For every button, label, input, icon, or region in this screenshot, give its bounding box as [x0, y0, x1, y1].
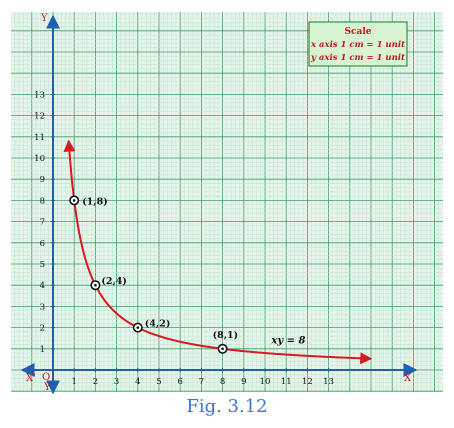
- x-tick-label: 2: [93, 377, 98, 387]
- data-point-center: [72, 199, 76, 202]
- scale-x-line: x axis 1 cm = 1 unit: [310, 40, 405, 50]
- y-tick-label: 13: [34, 90, 45, 100]
- y-tick-label: 5: [40, 260, 45, 270]
- x-neg-axis-label: X': [26, 373, 36, 384]
- y-tick-label: 7: [40, 218, 45, 228]
- x-tick-label: 9: [241, 377, 246, 387]
- x-tick-label: 4: [135, 377, 140, 387]
- x-tick-label: 8: [220, 377, 225, 387]
- scale-box: Scale x axis 1 cm = 1 unit y axis 1 cm =…: [308, 21, 408, 67]
- y-tick-label: 3: [40, 302, 45, 312]
- y-tick-label: 6: [40, 239, 45, 249]
- data-point-label: (4,2): [145, 319, 171, 330]
- x-tick-label: 12: [302, 377, 313, 387]
- x-tick-label: 3: [114, 377, 119, 387]
- x-tick-label: 6: [177, 377, 182, 387]
- scale-title: Scale: [345, 27, 372, 37]
- y-tick-label: 11: [34, 133, 45, 143]
- y-tick-label: 2: [40, 324, 45, 334]
- y-tick-label: 10: [34, 154, 45, 164]
- y-tick-label: 8: [40, 196, 45, 206]
- y-tick-label: 4: [40, 281, 45, 291]
- data-point-label: (2,4): [101, 276, 127, 287]
- y-neg-axis-label: Y': [43, 382, 53, 393]
- hyperbola-curve: [63, 139, 373, 365]
- y-tick-label: 12: [34, 112, 45, 122]
- x-tick-labels: 1 2 3 4 5 6 7 8 9 10 11 12 13: [71, 368, 334, 387]
- y-axis-label: Y: [40, 13, 48, 24]
- y-tick-label: 9: [40, 175, 45, 185]
- x-tick-label: 5: [156, 377, 161, 387]
- y-tick-label: 1: [40, 345, 45, 355]
- data-point-center: [94, 283, 97, 287]
- origin-label: O: [42, 372, 50, 383]
- x-tick-label: 10: [260, 377, 271, 387]
- equation-label: xy = 8: [270, 336, 305, 347]
- scale-y-line: y axis 1 cm = 1 unit: [310, 53, 405, 63]
- data-points: (1,8) (2,4) (4,2) (8,1): [69, 195, 239, 354]
- figure-caption: Fig. 3.12: [186, 396, 268, 417]
- x-tick-label: 13: [323, 377, 334, 387]
- x-axis-label: X: [404, 373, 412, 384]
- data-point-center: [136, 326, 140, 329]
- data-point-label: (1,8): [82, 196, 108, 207]
- x-tick-label: 7: [199, 377, 204, 387]
- x-tick-label: 1: [71, 377, 76, 387]
- data-point-label: (8,1): [213, 330, 239, 341]
- data-point-center: [221, 347, 224, 351]
- x-tick-label: 11: [281, 377, 292, 387]
